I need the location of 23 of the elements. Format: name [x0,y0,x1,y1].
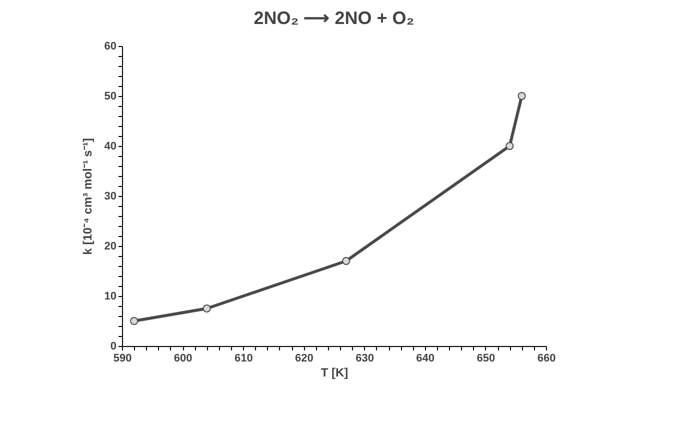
x-tick-label: 630 [356,352,374,364]
x-tick-label: 600 [174,352,192,364]
point [130,316,138,326]
point [518,92,526,100]
y-axis-title: k [10⁻⁴ cm³ mol⁻¹ s⁻¹] [80,138,94,255]
x-tick-label: 590 [113,352,132,364]
y-tick-label: 60 [104,40,116,52]
y-tick-label: 30 [104,190,116,202]
y-tick-label: 0 [110,340,116,352]
x-axis-title: T [K] [320,366,348,380]
y-tick-label: 20 [104,240,116,252]
y-tick-label: 40 [104,140,116,152]
point [202,304,211,313]
y-tick-label: 10 [104,290,116,302]
point [342,256,350,266]
x-tick-label: 640 [416,352,435,364]
chart-title: 2NO₂ ⟶ 2NO + O₂ [254,8,414,28]
x-tick-label: 610 [234,352,253,364]
x-tick-label: 650 [476,352,496,364]
point [506,142,514,150]
y-tick-label: 50 [104,90,116,102]
x-tick-label: 620 [295,352,314,364]
x-tick-label: 660 [537,352,556,364]
